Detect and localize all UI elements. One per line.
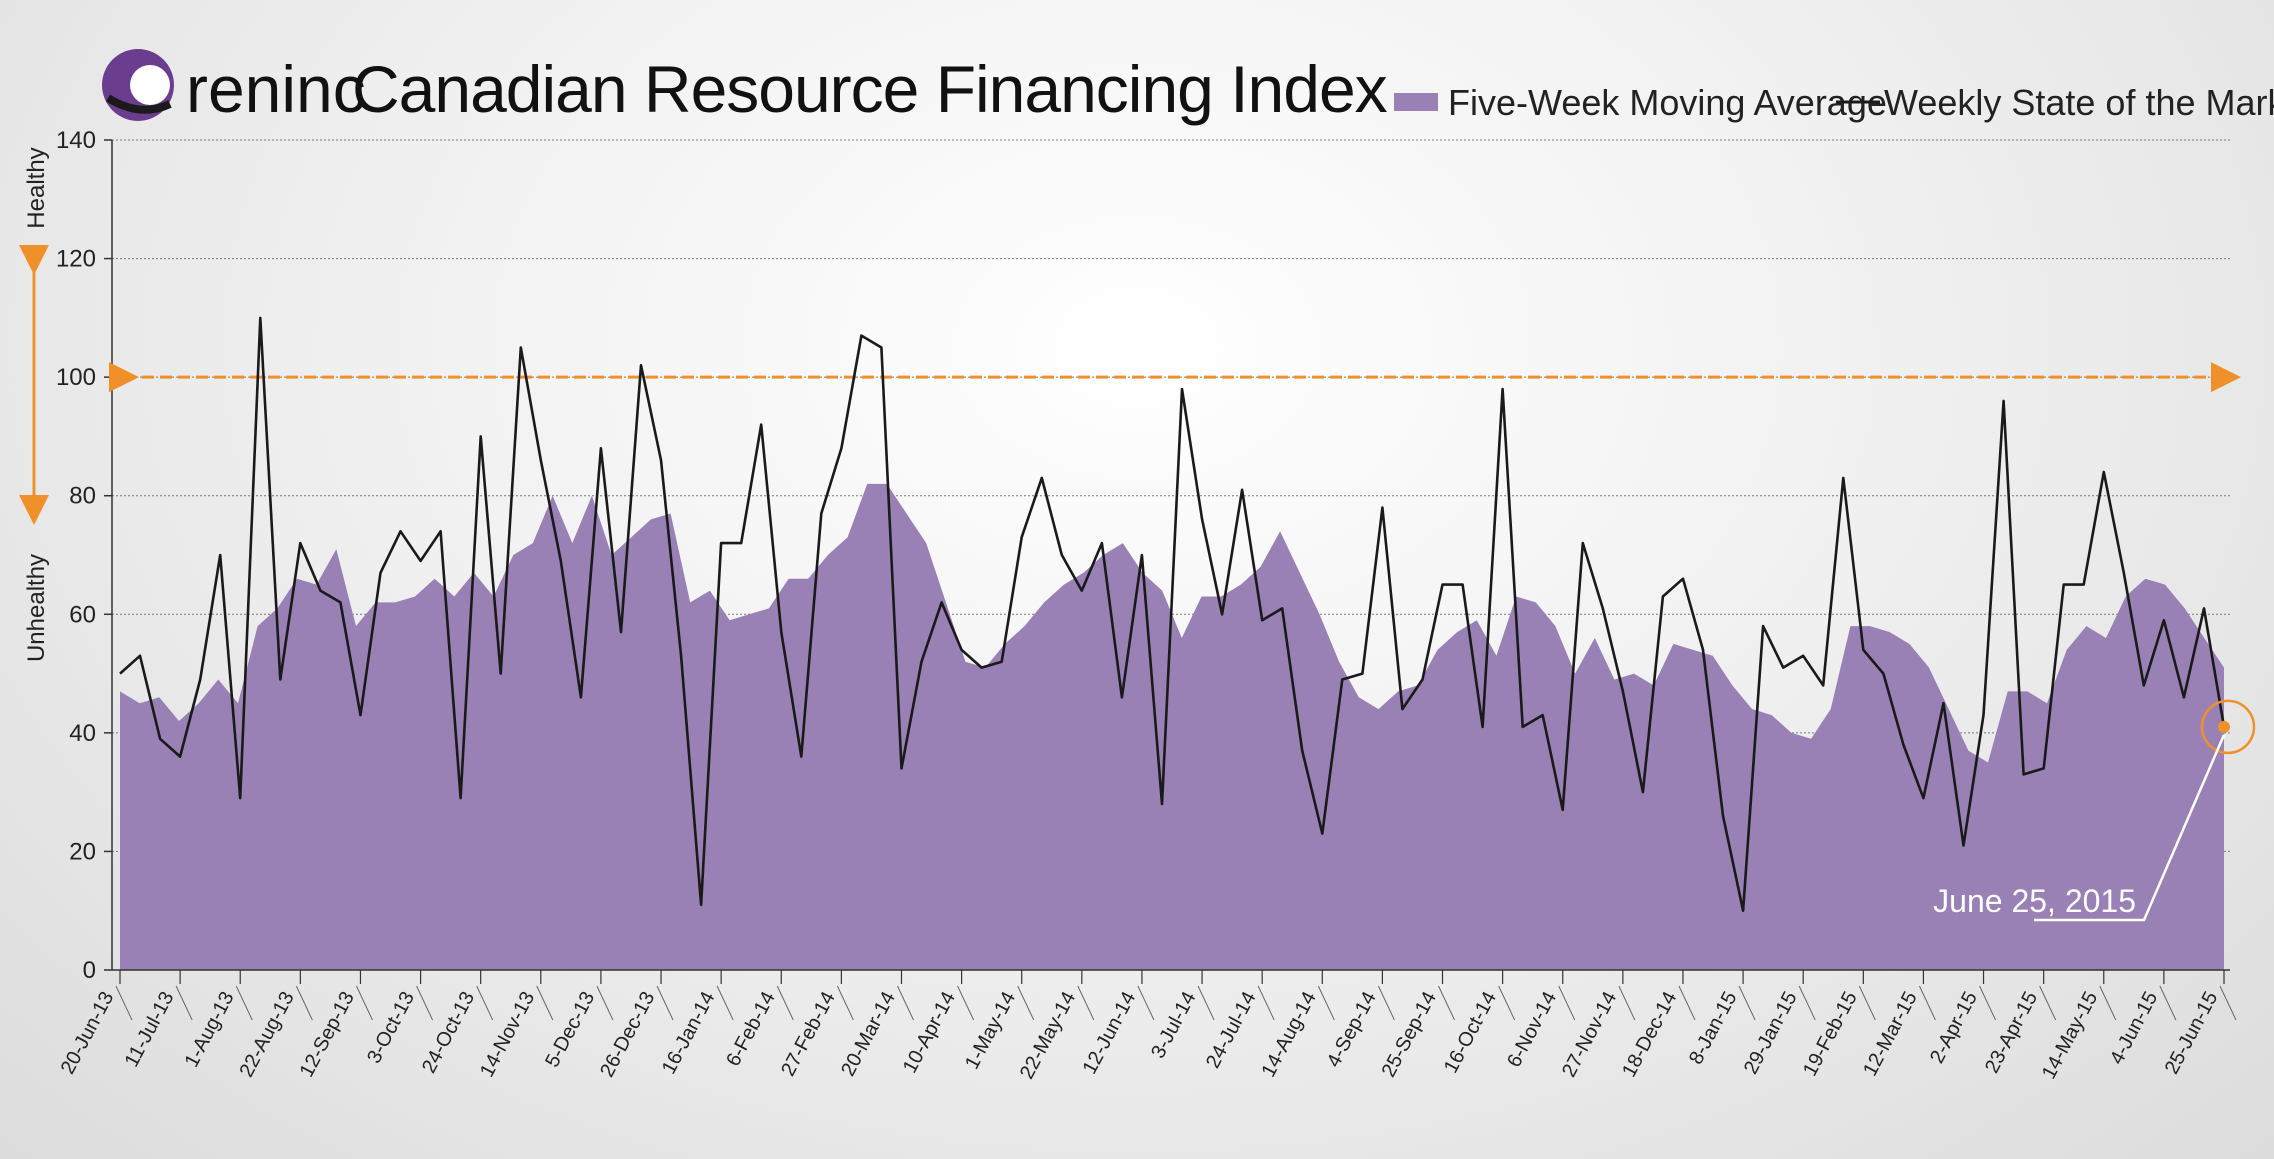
x-tick-leader (115, 985, 133, 1021)
x-tick-label: 26-Dec-13 (596, 988, 659, 1081)
x-tick-leader (716, 985, 734, 1021)
x-tick-leader (1077, 985, 1095, 1021)
y-tick-label: 140 (56, 127, 96, 154)
x-tick-label: 16-Oct-14 (1440, 988, 1501, 1077)
brand-name: reninc (186, 52, 366, 126)
x-tick-label: 24-Oct-13 (418, 988, 479, 1077)
x-tick-leader (536, 985, 554, 1021)
y-tick-label: 100 (56, 364, 96, 391)
x-tick-label: 25-Sep-14 (1378, 988, 1441, 1081)
y-tick-label: 0 (83, 957, 96, 984)
x-tick-label: 27-Nov-14 (1558, 988, 1621, 1081)
x-tick-leader (416, 985, 434, 1021)
logo: reninc (102, 49, 366, 126)
legend-label-weekly: Weekly State of the Market (1884, 82, 2274, 123)
x-tick-leader (1377, 985, 1395, 1021)
y-axis: 0 20 40 60 80 100 120 140 (56, 127, 113, 984)
x-tick-leader (1438, 985, 1455, 1021)
x-tick-leader (1858, 985, 1876, 1021)
y-tick-label: 120 (56, 246, 96, 273)
x-tick-label: 16-Jan-14 (658, 988, 720, 1078)
x-tick-leader (1197, 985, 1215, 1021)
annotation-label: June 25, 2015 (1933, 883, 2136, 919)
x-tick-label: 2-Apr-15 (1926, 988, 1982, 1067)
x-tick-label: 19-Feb-15 (1799, 988, 1862, 1080)
x-tick-label: 14-Nov-13 (476, 988, 539, 1081)
annotation-dot (2218, 720, 2230, 733)
x-tick-label: 3-Oct-13 (363, 988, 419, 1067)
side-label-healthy: Healthy (23, 147, 50, 228)
x-tick-label: 12-Jun-14 (1079, 988, 1141, 1078)
x-tick-leader (2039, 985, 2057, 1021)
annotation: June 25, 2015 (1933, 699, 2256, 922)
x-tick-label: 11-Jul-13 (121, 988, 179, 1071)
x-tick-label: 3-Jul-14 (1147, 988, 1200, 1062)
x-tick-label: 10-Apr-14 (899, 988, 960, 1077)
x-tick-label: 12-Mar-15 (1859, 988, 1922, 1080)
side-label-unhealthy: Unhealthy (23, 554, 50, 662)
x-axis: 20-Jun-13 11-Jul-13 1-Aug-1322-Aug-1312-Se… (57, 969, 2237, 1083)
y-tick-label: 20 (69, 838, 96, 865)
x-tick-leader (1798, 985, 1816, 1021)
orbit-o-icon (102, 49, 174, 121)
x-tick-leader (2099, 985, 2117, 1021)
x-tick-leader (235, 985, 253, 1021)
x-tick-leader (1017, 985, 1035, 1021)
x-tick-leader (1558, 985, 1576, 1021)
x-tick-leader (897, 985, 914, 1021)
y-tick-label: 60 (69, 601, 96, 628)
x-tick-label: 14-Aug-14 (1257, 988, 1320, 1081)
x-tick-leader (1678, 985, 1696, 1021)
legend-swatch-area (1394, 93, 1438, 111)
x-tick-leader (1979, 985, 1996, 1021)
x-tick-label: 25-Jun-15 (2161, 988, 2223, 1078)
x-tick-leader (1618, 985, 1636, 1021)
x-tick-leader (1498, 985, 1516, 1021)
plot-area (109, 316, 2241, 970)
x-tick-leader (2219, 985, 2237, 1021)
x-tick-label: 6-Nov-14 (1503, 988, 1561, 1071)
x-tick-label: 1-Aug-13 (181, 988, 239, 1071)
x-tick-label: 1-May-14 (961, 988, 1020, 1073)
x-tick-label: 4-Jun-15 (2106, 988, 2162, 1068)
x-tick-label: 27-Feb-14 (777, 988, 840, 1080)
chart-title: Canadian Resource Financing Index (352, 52, 1388, 126)
x-tick-leader (1918, 985, 1936, 1021)
x-tick-label: 24-Jul-14 (1202, 988, 1261, 1072)
series-line-weekly-state (119, 316, 2226, 913)
x-tick-label: 22-Aug-13 (235, 988, 298, 1081)
x-tick-label: 4-Sep-14 (1323, 988, 1381, 1071)
x-tick-label: 12-Sep-13 (296, 988, 359, 1081)
x-tick-label: 18-Dec-14 (1618, 988, 1681, 1081)
x-tick-label: 5-Dec-13 (541, 988, 599, 1071)
annotation-leader (2034, 734, 2226, 922)
x-tick-leader (656, 985, 674, 1021)
legend-label-average: Five-Week Moving Average (1448, 82, 1887, 123)
x-tick-label: 29-Jan-15 (1740, 988, 1802, 1078)
x-tick-label: 6-Feb-14 (722, 988, 780, 1070)
x-tick-label: 20-Jun-13 (57, 988, 119, 1078)
y-tick-label: 40 (69, 720, 96, 747)
x-tick-leader (1738, 985, 1756, 1021)
annotation-ring (2200, 699, 2256, 755)
x-tick-leader (1317, 985, 1335, 1021)
x-tick-leader (776, 985, 794, 1021)
x-tick-leader (175, 985, 193, 1021)
y-tick-label: 80 (69, 483, 96, 510)
x-tick-leader (957, 985, 975, 1021)
series-area-five-week-average (120, 483, 2224, 970)
x-tick-label: 8-Jan-15 (1685, 988, 1741, 1068)
x-tick-leader (295, 985, 313, 1021)
x-tick-leader (836, 985, 854, 1021)
x-tick-leader (1257, 985, 1275, 1021)
x-tick-label: 23-Apr-15 (1981, 988, 2042, 1077)
x-tick-leader (2159, 985, 2177, 1021)
x-tick-label: 20-Mar-14 (837, 988, 900, 1080)
x-tick-leader (476, 985, 494, 1021)
legend: Five-Week Moving Average Weekly State of… (1394, 82, 2274, 123)
x-tick-leader (1137, 985, 1155, 1021)
x-tick-leader (596, 985, 614, 1021)
x-tick-leader (356, 985, 373, 1021)
